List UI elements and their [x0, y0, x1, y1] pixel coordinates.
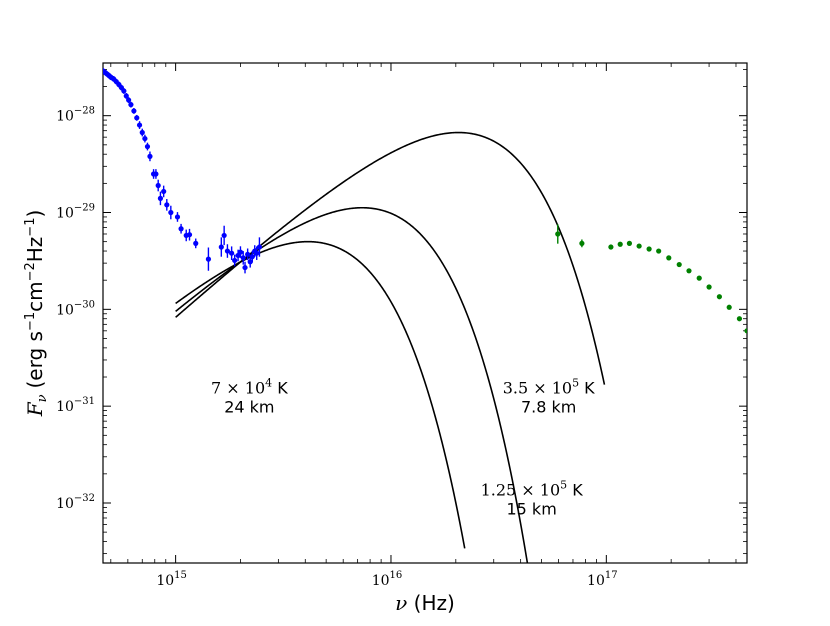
curve-blackbody-350000K: [175, 131, 606, 385]
x-ray-data-point: [686, 268, 692, 274]
x-ray-data-point: [744, 328, 747, 334]
tick-labels: 1015 1016 1017 10−28 10−29 10−30 10−31 10−32: [56, 106, 618, 589]
y-tick-label: 10−32: [56, 493, 95, 512]
optical-uv-data-point: [147, 153, 153, 159]
annotation-radius-t2: 15 km: [506, 499, 556, 518]
optical-uv-data-point: [139, 129, 145, 136]
optical-uv-data-point: [224, 248, 231, 254]
optical-uv-data-point: [131, 108, 137, 114]
y-tick-label: 10−28: [56, 106, 95, 125]
optical-uv-data-point: [134, 115, 140, 121]
x-tick-label: 1015: [156, 570, 187, 589]
optical-uv-data-point: [256, 244, 263, 250]
x-ray-data-point: [617, 241, 623, 247]
optical-uv-data-point: [168, 209, 174, 216]
optical-uv-data-point: [221, 232, 227, 239]
optical-uv-data-point: [153, 171, 159, 177]
x-ray-data-point: [626, 240, 633, 246]
optical-uv-data-point: [247, 259, 253, 265]
x-ray-data-point: [676, 261, 682, 268]
x-ray-data-point: [646, 246, 652, 252]
annotation-temp-t3: 3.5 × 105 K: [503, 377, 595, 398]
x-ray-data-point: [555, 231, 561, 237]
curve-annotations: 7 × 104 K24 km 1.25 × 105 K15 km 3.5 × 105…: [211, 377, 595, 519]
optical-uv-data-point: [249, 254, 255, 260]
optical-uv-data-point: [254, 250, 260, 256]
y-axis-subscript: ν: [35, 394, 50, 402]
y-tick-label: 10−31: [56, 396, 95, 415]
optical-uv-data-point: [142, 135, 148, 142]
plot-frame: [102, 62, 748, 564]
optical-uv-data-point: [157, 195, 164, 201]
optical-uv-data-point: [128, 102, 134, 108]
data-points: [103, 68, 747, 334]
optical-uv-data-point: [237, 249, 244, 255]
x-ray-data-point: [656, 248, 662, 254]
x-tick-label: 1016: [372, 570, 403, 589]
optical-uv-data-point: [186, 232, 193, 238]
x-ray-data-point: [716, 294, 722, 300]
optical-uv-data-point: [205, 256, 212, 262]
optical-uv-data-point: [218, 244, 224, 250]
annotation-temp-t1: 7 × 104 K: [211, 377, 288, 398]
optical-uv-data-point: [161, 188, 167, 195]
y-axis-symbol: F: [23, 401, 47, 417]
optical-uv-data-point: [178, 226, 184, 232]
x-tick-label: 1017: [587, 570, 618, 589]
optical-uv-data-point: [232, 257, 238, 264]
x-axis-unit: (Hz): [407, 591, 455, 615]
y-axis-unit-3: cm: [23, 281, 47, 311]
x-ray-data-point: [706, 284, 712, 290]
x-ray-data-point: [696, 275, 702, 281]
x-ray-data-point: [666, 255, 672, 261]
annotation-radius-t1: 24 km: [224, 398, 274, 417]
optical-uv-data-point: [155, 182, 161, 189]
y-axis-unit-5: Hz: [23, 237, 47, 263]
x-ray-data-point: [636, 243, 642, 249]
optical-uv-data-point: [174, 214, 181, 220]
x-axis-label: ν (Hz): [395, 591, 455, 615]
optical-uv-data-point: [229, 250, 235, 256]
optical-uv-data-point: [240, 255, 246, 261]
curve-blackbody-70000K: [175, 240, 466, 549]
x-ray-data-point: [608, 244, 614, 250]
optical-uv-data-point: [121, 88, 127, 94]
optical-uv-data-point: [245, 251, 251, 257]
optical-uv-data-point: [144, 143, 151, 150]
x-ray-data-point: [579, 240, 585, 246]
optical-uv-data-point: [136, 122, 143, 128]
annotation-temp-t2: 1.25 × 105 K: [481, 478, 584, 499]
axis-ticks: [103, 63, 747, 563]
optical-uv-data-point: [164, 202, 170, 208]
y-axis-label: Fν(erg s−1cm−2Hz−1): [23, 210, 50, 418]
y-tick-label: 10−30: [56, 299, 95, 318]
y-axis-unit-7: ): [23, 210, 47, 218]
x-ray-data-point: [726, 304, 732, 310]
optical-uv-data-point: [242, 264, 248, 271]
optical-uv-data-point: [126, 97, 132, 103]
x-ray-data-point: [736, 316, 743, 322]
y-axis-unit-6: −1: [23, 218, 38, 237]
x-axis-symbol: ν: [395, 591, 407, 615]
y-axis-unit-2: −1: [23, 312, 38, 331]
y-tick-label: 10−29: [56, 203, 95, 222]
y-axis-unit-1: (erg s: [23, 331, 47, 388]
optical-uv-data-point: [193, 240, 199, 246]
y-axis-unit-4: −2: [23, 262, 38, 281]
annotation-radius-t3: 7.8 km: [521, 398, 576, 417]
optical-uv-data-point: [123, 93, 129, 99]
